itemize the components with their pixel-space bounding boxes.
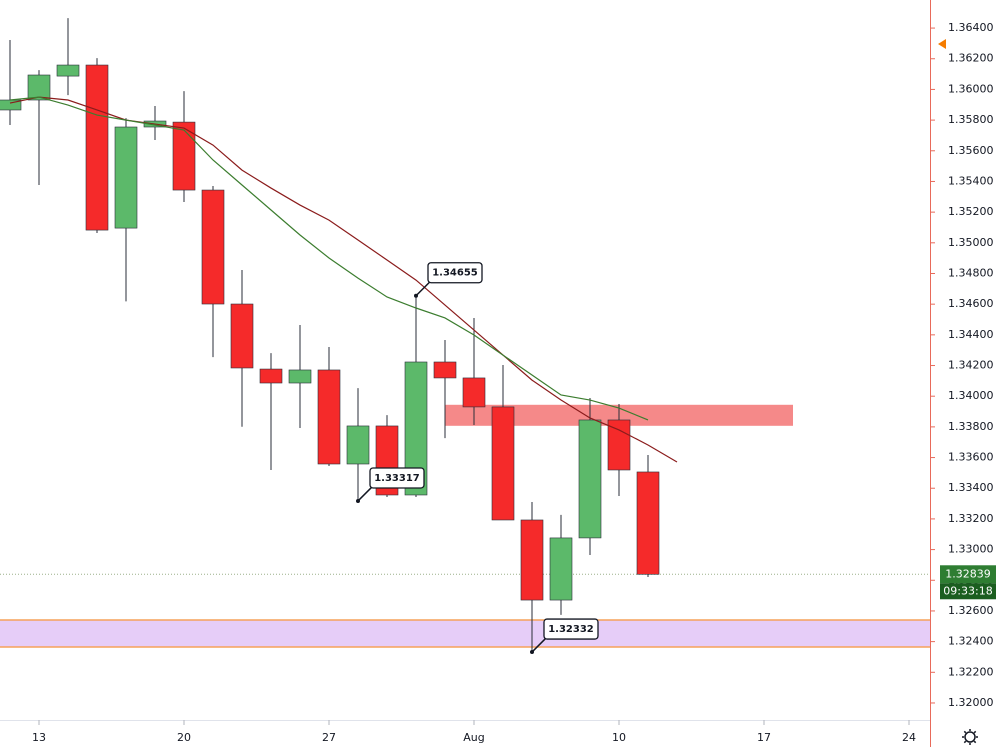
x-tick-label: 20	[177, 731, 191, 744]
candle-body	[520, 519, 544, 601]
price-callout: 1.33317	[356, 467, 425, 503]
candle-body	[56, 64, 80, 77]
y-tick-label: 1.32400	[948, 635, 994, 648]
countdown-label: 09:33:18	[943, 584, 992, 597]
callout-label: 1.34655	[432, 268, 478, 279]
callout-box	[369, 467, 425, 489]
candle-body	[259, 368, 283, 384]
candle-body	[578, 419, 602, 539]
candle-body	[27, 74, 51, 101]
candle-body	[433, 361, 457, 379]
candle-body	[607, 419, 631, 471]
y-tick-label: 1.35400	[948, 174, 994, 187]
y-tick-label: 1.34000	[948, 389, 994, 402]
moving-average	[9, 96, 649, 421]
callout-box	[543, 618, 599, 640]
y-tick-label: 1.33600	[948, 451, 994, 464]
countdown-tag	[940, 583, 996, 600]
y-tick-label: 1.33800	[948, 420, 994, 433]
candle-body	[549, 537, 573, 601]
x-tick-label: Aug	[463, 731, 484, 744]
last-price-tag	[940, 565, 996, 584]
callout-label: 1.33317	[374, 473, 420, 484]
last-price-label: 1.32839	[945, 567, 991, 580]
price-callout: 1.34655	[414, 262, 483, 298]
y-tick-label: 1.32200	[948, 665, 994, 678]
y-tick-label: 1.34400	[948, 328, 994, 341]
candle-body	[404, 361, 428, 496]
y-tick-label: 1.32000	[948, 696, 994, 709]
candle-body	[636, 471, 660, 575]
moving-average	[9, 96, 678, 463]
candle-body	[114, 126, 138, 229]
y-tick-label: 1.32600	[948, 604, 994, 617]
y-tick-label: 1.36400	[948, 21, 994, 34]
candle-body	[85, 64, 109, 231]
y-tick-label: 1.33200	[948, 512, 994, 525]
y-tick-label: 1.34800	[948, 266, 994, 279]
alert-marker[interactable]	[938, 39, 946, 49]
y-tick-label: 1.33000	[948, 543, 994, 556]
candle-body	[462, 377, 486, 408]
callout-pointer	[531, 637, 547, 653]
candle-body	[201, 189, 225, 305]
callout-label: 1.32332	[548, 624, 594, 635]
zone	[0, 619, 930, 647]
y-tick-label: 1.33400	[948, 481, 994, 494]
settings-gear-teeth[interactable]	[962, 729, 978, 745]
x-tick-label: 17	[757, 731, 771, 744]
x-tick-label: 27	[322, 731, 336, 744]
callout-pointer	[415, 281, 431, 297]
price-callout: 1.32332	[530, 618, 599, 655]
y-tick-label: 1.35600	[948, 144, 994, 157]
y-tick-label: 1.34600	[948, 297, 994, 310]
y-tick-label: 1.35000	[948, 236, 994, 249]
candle-body	[317, 369, 341, 465]
y-tick-label: 1.35800	[948, 113, 994, 126]
y-tick-label: 1.34200	[948, 359, 994, 372]
y-tick-label: 1.36000	[948, 82, 994, 95]
candle-body	[172, 121, 196, 191]
y-tick-label: 1.36200	[948, 52, 994, 65]
settings-icon[interactable]	[962, 729, 978, 745]
settings-gear[interactable]	[964, 731, 976, 743]
x-tick-label: 13	[32, 731, 46, 744]
x-tick-label: 24	[902, 731, 916, 744]
y-tick-label: 1.35200	[948, 205, 994, 218]
callout-pointer	[357, 486, 373, 502]
candle-body	[346, 425, 370, 465]
candle-body	[230, 303, 254, 369]
callout-box	[427, 262, 483, 284]
candle-body	[491, 406, 515, 521]
x-tick-label: 10	[612, 731, 626, 744]
candle-body	[288, 369, 312, 384]
